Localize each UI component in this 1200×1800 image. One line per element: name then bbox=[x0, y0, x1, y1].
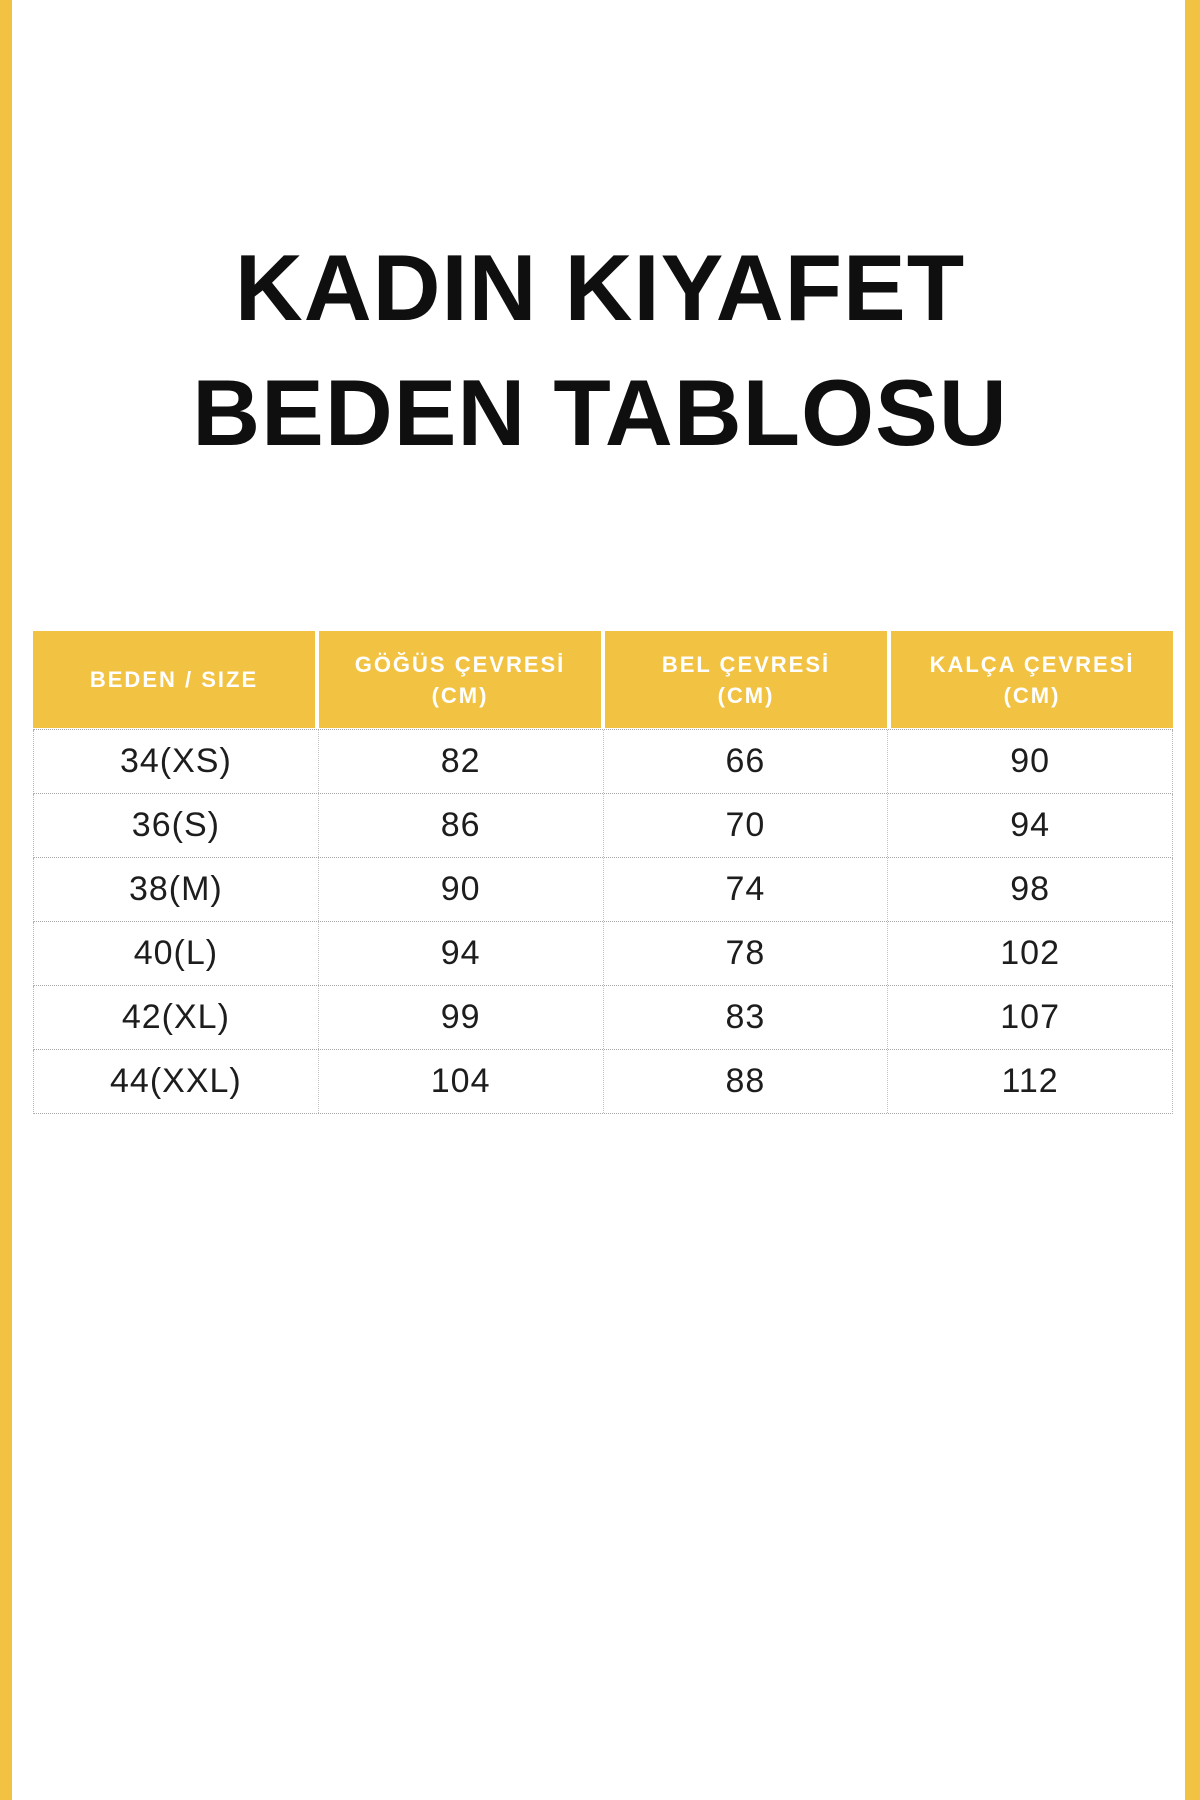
cell-waist: 83 bbox=[604, 986, 889, 1049]
table-header-row: BEDEN / SIZE GÖĞÜS ÇEVRESİ (CM) BEL ÇEVR… bbox=[33, 631, 1173, 728]
cell-size: 42(XL) bbox=[34, 986, 319, 1049]
header-cell-chest-label: GÖĞÜS ÇEVRESİ bbox=[354, 651, 566, 677]
table-row: 36(S) 86 70 94 bbox=[33, 794, 1173, 858]
cell-size: 38(M) bbox=[34, 858, 319, 921]
page-title-line2: BEDEN TABLOSU bbox=[192, 360, 1008, 465]
table-row: 38(M) 90 74 98 bbox=[33, 858, 1173, 922]
cell-hip: 94 bbox=[1010, 806, 1051, 844]
header-cell-size-label: BEDEN / SIZE bbox=[89, 667, 259, 692]
table-body: 34(XS) 82 66 90 36(S) 86 70 94 38(M) 90 … bbox=[33, 729, 1173, 1114]
left-accent-border bbox=[0, 0, 12, 1800]
cell-chest: 104 bbox=[319, 1050, 604, 1113]
cell-waist: 66 bbox=[604, 730, 889, 793]
cell-hip: 98 bbox=[1010, 870, 1051, 908]
cell-size: 36(S) bbox=[34, 794, 319, 857]
cell-chest: 82 bbox=[319, 730, 604, 793]
table-row: 42(XL) 99 83 107 bbox=[33, 986, 1173, 1050]
cell-size: 44(XXL) bbox=[34, 1050, 319, 1113]
header-cell-waist-label: BEL ÇEVRESİ bbox=[661, 651, 831, 677]
header-cell-size: BEDEN / SIZE bbox=[33, 631, 315, 728]
cell-hip: 102 bbox=[1000, 934, 1060, 972]
cell-waist: 74 bbox=[604, 858, 889, 921]
size-table: BEDEN / SIZE GÖĞÜS ÇEVRESİ (CM) BEL ÇEVR… bbox=[33, 631, 1173, 1114]
header-cell-waist: BEL ÇEVRESİ (CM) bbox=[605, 631, 887, 728]
header-cell-chest: GÖĞÜS ÇEVRESİ (CM) bbox=[319, 631, 601, 728]
cell-waist: 88 bbox=[604, 1050, 889, 1113]
cell-size: 40(L) bbox=[34, 922, 319, 985]
header-cell-hip: KALÇA ÇEVRESİ (CM) bbox=[891, 631, 1173, 728]
cell-hip: 107 bbox=[1000, 998, 1060, 1036]
cell-chest: 86 bbox=[319, 794, 604, 857]
table-row: 40(L) 94 78 102 bbox=[33, 922, 1173, 986]
cell-hip: 112 bbox=[1001, 1062, 1059, 1100]
page-title: KADIN KIYAFET BEDEN TABLOSU bbox=[0, 225, 1200, 475]
cell-waist: 70 bbox=[604, 794, 889, 857]
cell-chest: 94 bbox=[319, 922, 604, 985]
cell-hip: 90 bbox=[1010, 742, 1051, 780]
table-row: 44(XXL) 104 88 112 bbox=[33, 1050, 1173, 1114]
header-cell-hip-label: KALÇA ÇEVRESİ bbox=[929, 651, 1135, 677]
table-row: 34(XS) 82 66 90 bbox=[33, 730, 1173, 794]
header-cell-hip-unit: (CM) bbox=[1003, 682, 1061, 708]
cell-waist: 78 bbox=[604, 922, 889, 985]
page-title-line1: KADIN KIYAFET bbox=[234, 235, 966, 340]
cell-chest: 90 bbox=[319, 858, 604, 921]
right-accent-border bbox=[1185, 0, 1200, 1800]
header-cell-chest-unit: (CM) bbox=[431, 682, 489, 708]
header-cell-waist-unit: (CM) bbox=[717, 682, 775, 708]
cell-chest: 99 bbox=[319, 986, 604, 1049]
cell-size: 34(XS) bbox=[34, 730, 319, 793]
